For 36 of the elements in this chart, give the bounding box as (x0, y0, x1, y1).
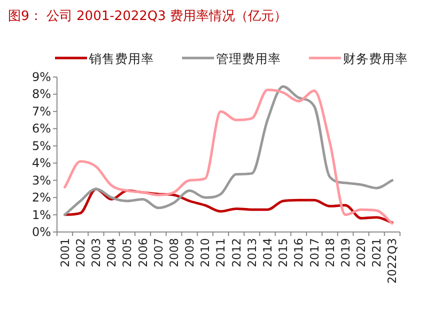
y-tick-label: 6% (32, 122, 51, 136)
x-tick-label: 2017 (307, 238, 322, 268)
x-tick-label: 2004 (104, 238, 119, 268)
x-tick-label: 2012 (229, 238, 244, 268)
y-tick-label: 5% (32, 138, 51, 153)
y-tick-label: 3% (32, 173, 51, 188)
x-tick-label: 2001 (58, 238, 72, 268)
legend-label: 财务费用率 (343, 51, 408, 66)
x-tick-label: 2018 (322, 238, 337, 268)
y-tick-label: 0% (32, 225, 51, 239)
x-tick-label: 2014 (260, 238, 274, 268)
x-tick-label: 2015 (276, 238, 290, 268)
y-tick-label: 7% (32, 104, 51, 118)
y-tick-label: 8% (32, 87, 51, 102)
x-tick-label: 2009 (182, 238, 197, 268)
y-tick-label: 4% (32, 156, 51, 170)
x-tick-label: 2011 (214, 238, 228, 268)
legend-label: 管理费用率 (216, 51, 281, 66)
x-tick-label: 2006 (136, 238, 150, 268)
x-tick-label: 2013 (244, 238, 259, 268)
x-tick-label: 2002 (73, 238, 88, 268)
x-tick-label: 2010 (198, 238, 212, 268)
x-tick-label: 2007 (151, 238, 166, 268)
chart-title: 图9： 公司 2001-2022Q3 费用率情况（亿元） (8, 8, 288, 24)
x-tick-label: 2020 (354, 238, 368, 268)
y-tick-label: 2% (32, 190, 51, 205)
legend-label: 销售费用率 (88, 51, 154, 66)
x-tick-label: 2016 (292, 238, 306, 268)
x-tick-label: 2022Q3 (385, 238, 400, 284)
y-tick-label: 1% (32, 208, 51, 222)
x-tick-label: 2021 (370, 238, 384, 268)
x-tick-label: 2005 (120, 238, 134, 268)
x-tick-label: 2008 (166, 238, 181, 268)
x-tick-label: 2003 (88, 238, 103, 268)
x-tick-label: 2019 (338, 238, 352, 268)
y-tick-label: 9% (32, 70, 51, 84)
